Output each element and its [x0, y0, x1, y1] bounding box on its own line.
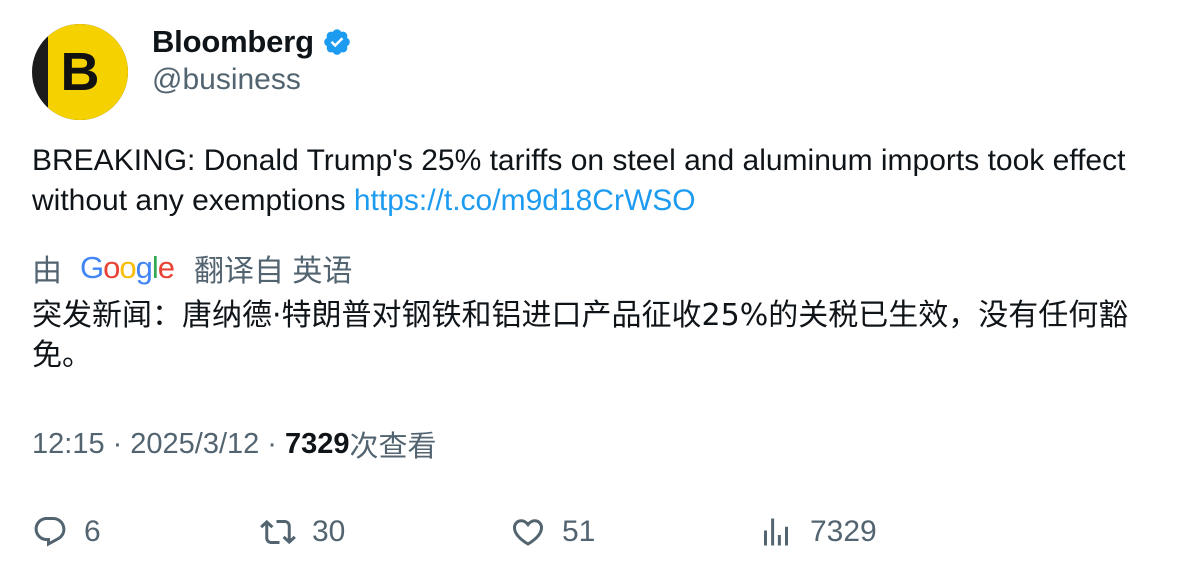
translated-text: 突发新闻：唐纳德·特朗普对钢铁和铝进口产品征收25%的关税已生效，没有任何豁免。	[32, 298, 1129, 373]
like-button[interactable]: 51	[510, 510, 595, 554]
tweet-text: BREAKING: Donald Trump's 25% tariffs on …	[32, 141, 1162, 221]
views-button[interactable]: 7329	[758, 510, 877, 554]
analytics-icon	[764, 518, 788, 546]
avatar-letter: B	[60, 42, 100, 102]
tweet-time[interactable]: 12:15	[32, 427, 105, 460]
google-logo: Google	[80, 250, 175, 285]
meta-separator: ·	[267, 427, 277, 460]
translation-prefix: 由	[32, 255, 62, 288]
translation-suffix: 翻译自 英语	[194, 255, 353, 288]
translation-attribution: 由 Google 翻译自 英语	[32, 246, 352, 290]
tweet-body: BREAKING: Donald Trump's 25% tariffs on …	[32, 144, 1126, 217]
views-label: 次查看	[349, 431, 437, 463]
heart-icon	[512, 519, 544, 546]
meta-separator: ·	[112, 427, 123, 460]
reply-count: 6	[84, 515, 101, 548]
author-handle[interactable]: @business	[152, 63, 301, 96]
avatar[interactable]: B	[32, 24, 128, 120]
tweet-meta: 12:15 · 2025/3/12 · 7329 次查看	[32, 424, 436, 464]
action-bar: 6 30 51 7329	[0, 510, 1196, 554]
repost-icon	[260, 519, 296, 545]
views-action-count: 7329	[810, 515, 877, 548]
verified-badge-icon	[324, 29, 350, 55]
views-count: 7329	[284, 427, 350, 460]
author-name-row: Bloomberg	[152, 22, 352, 62]
like-count: 51	[562, 515, 596, 548]
reply-icon	[34, 517, 66, 547]
avatar-background	[48, 24, 128, 120]
tweet-link[interactable]: https://t.co/m9d18CrWSO	[353, 184, 696, 217]
author-display-name[interactable]: Bloomberg	[152, 24, 314, 59]
tweet-date[interactable]: 2025/3/12	[130, 427, 260, 460]
repost-count: 30	[312, 515, 346, 548]
reply-button[interactable]: 6	[32, 510, 101, 554]
repost-button[interactable]: 30	[260, 510, 345, 554]
